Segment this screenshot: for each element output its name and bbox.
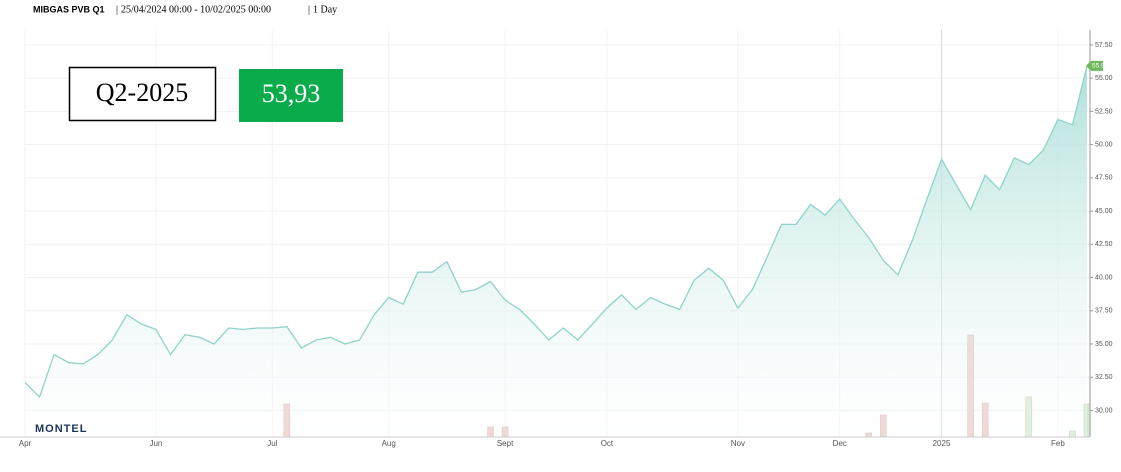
y-tick-label: 52.50 xyxy=(1095,108,1113,115)
badge-box xyxy=(68,66,217,122)
axes: 30.00 32.50 35.00 37.50 40.00 42.50 45.00 47.50… xyxy=(0,30,1113,448)
y-tick-label: 45.00 xyxy=(1095,208,1113,215)
x-tick-label: Oct xyxy=(601,439,614,448)
y-tick-label: 32.50 xyxy=(1095,374,1113,381)
x-tick-label: Jun xyxy=(149,439,162,448)
badge-value-box xyxy=(239,69,343,122)
y-tick-label: 47.50 xyxy=(1095,175,1113,182)
x-tick-label: 2025 xyxy=(933,439,951,448)
interval: 1 Day xyxy=(313,4,337,15)
x-tick-label: Aug xyxy=(382,439,396,448)
x-tick-label: Jul xyxy=(267,439,277,448)
x-tick-label: Sept xyxy=(497,439,514,448)
last-value-tag xyxy=(1086,60,1103,71)
area xyxy=(25,65,1087,438)
y-tick-label: 35.00 xyxy=(1095,341,1113,348)
separator: | xyxy=(308,4,310,15)
chart-subtitle: 25/04/2024 00:00 - 10/02/2025 00:00 xyxy=(121,4,271,15)
logo: MONTEL xyxy=(35,423,87,435)
chart-title: MIBGAS PVB Q1 xyxy=(33,4,105,14)
y-tick-label: 55.00 xyxy=(1095,75,1113,82)
price-line xyxy=(25,65,1088,399)
y-tick-label: 57.50 xyxy=(1095,42,1113,49)
x-tick-label: Dec xyxy=(833,439,847,448)
y-tick-label: 37.50 xyxy=(1095,308,1113,315)
y-tick-label: 30.00 xyxy=(1095,407,1113,414)
last-value-label: 55.93 xyxy=(1092,63,1109,70)
badge-value: 53,93 xyxy=(262,79,321,108)
x-tick-label: Feb xyxy=(1051,439,1065,448)
header: MIBGAS PVB Q1 | 25/04/2024 00:00 - 10/02… xyxy=(33,4,337,15)
y-tick-label: 42.50 xyxy=(1095,241,1113,248)
plot xyxy=(25,65,1090,438)
x-tick-label: Nov xyxy=(731,439,745,448)
badge-label: Q2-2025 xyxy=(96,78,188,107)
y-tick-label: 50.00 xyxy=(1095,141,1113,148)
separator: | xyxy=(116,4,118,15)
y-tick-label: 40.00 xyxy=(1095,274,1113,281)
x-tick-label: Apr xyxy=(19,439,32,448)
